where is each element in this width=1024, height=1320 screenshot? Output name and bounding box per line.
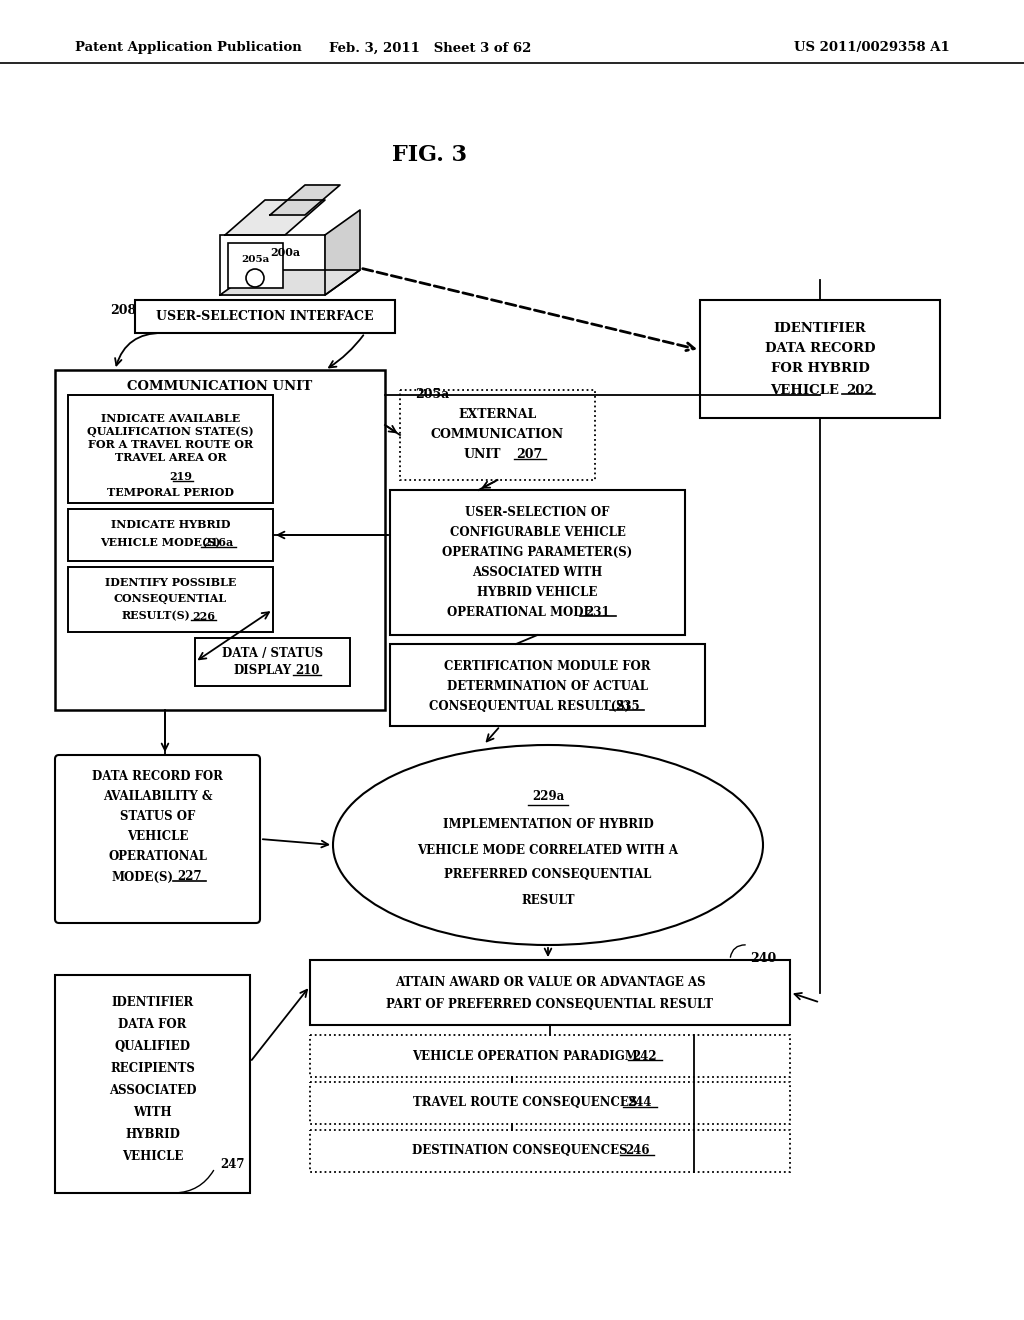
Text: CERTIFICATION MODULE FOR: CERTIFICATION MODULE FOR <box>444 660 650 672</box>
Text: VEHICLE MODE CORRELATED WITH A: VEHICLE MODE CORRELATED WITH A <box>418 843 679 857</box>
Text: 227: 227 <box>177 870 202 883</box>
Text: RESULT(S): RESULT(S) <box>121 610 189 622</box>
Text: VEHICLE: VEHICLE <box>122 1151 183 1163</box>
Text: VEHICLE: VEHICLE <box>771 384 840 396</box>
Text: 246: 246 <box>625 1144 649 1158</box>
Text: 216a: 216a <box>204 537 233 549</box>
Text: Patent Application Publication: Patent Application Publication <box>75 41 302 54</box>
Text: IDENTIFIER: IDENTIFIER <box>774 322 866 334</box>
FancyBboxPatch shape <box>135 300 395 333</box>
Text: DATA RECORD FOR: DATA RECORD FOR <box>92 771 223 784</box>
Text: HYBRID: HYBRID <box>125 1129 180 1142</box>
Text: FIG. 3: FIG. 3 <box>392 144 468 166</box>
FancyBboxPatch shape <box>195 638 350 686</box>
Text: COMMUNICATION UNIT: COMMUNICATION UNIT <box>127 380 312 392</box>
Text: CONSEQUENTIAL: CONSEQUENTIAL <box>114 594 227 605</box>
Text: PREFERRED CONSEQUENTIAL: PREFERRED CONSEQUENTIAL <box>444 869 651 882</box>
Text: VEHICLE MODE(S): VEHICLE MODE(S) <box>100 537 221 549</box>
FancyBboxPatch shape <box>68 510 273 561</box>
FancyBboxPatch shape <box>390 490 685 635</box>
Text: DETERMINATION OF ACTUAL: DETERMINATION OF ACTUAL <box>447 680 648 693</box>
Text: 235: 235 <box>615 700 640 713</box>
Text: 202: 202 <box>846 384 873 396</box>
Text: DATA RECORD: DATA RECORD <box>765 342 876 355</box>
Text: USER-SELECTION INTERFACE: USER-SELECTION INTERFACE <box>157 310 374 323</box>
Ellipse shape <box>333 744 763 945</box>
Text: DATA / STATUS: DATA / STATUS <box>222 648 323 660</box>
FancyBboxPatch shape <box>310 1082 790 1125</box>
FancyBboxPatch shape <box>55 975 250 1193</box>
Text: 205a: 205a <box>415 388 450 401</box>
Text: ASSOCIATED: ASSOCIATED <box>109 1085 197 1097</box>
Text: FOR HYBRID: FOR HYBRID <box>771 362 869 375</box>
Text: IMPLEMENTATION OF HYBRID: IMPLEMENTATION OF HYBRID <box>442 818 653 832</box>
FancyBboxPatch shape <box>220 235 325 294</box>
Text: CONSEQUENTUAL RESULT(S): CONSEQUENTUAL RESULT(S) <box>429 700 630 713</box>
Text: VEHICLE: VEHICLE <box>127 830 188 843</box>
Text: 205a: 205a <box>241 256 269 264</box>
Polygon shape <box>220 271 360 294</box>
Polygon shape <box>270 185 340 215</box>
Text: TEMPORAL PERIOD: TEMPORAL PERIOD <box>106 487 234 498</box>
Text: OPERATIONAL MODE: OPERATIONAL MODE <box>446 606 592 619</box>
Text: DESTINATION CONSEQUENCES: DESTINATION CONSEQUENCES <box>413 1144 628 1158</box>
Text: 219: 219 <box>169 471 193 483</box>
Text: 229a: 229a <box>531 791 564 804</box>
Text: ASSOCIATED WITH: ASSOCIATED WITH <box>472 565 603 578</box>
Text: WITH: WITH <box>133 1106 172 1119</box>
FancyBboxPatch shape <box>68 568 273 632</box>
Text: DISPLAY: DISPLAY <box>233 664 292 677</box>
Text: IDENTIFY POSSIBLE: IDENTIFY POSSIBLE <box>104 578 237 589</box>
Polygon shape <box>225 201 325 235</box>
FancyBboxPatch shape <box>55 370 385 710</box>
Text: 207: 207 <box>516 449 543 462</box>
FancyBboxPatch shape <box>310 1035 790 1077</box>
Text: RESULT: RESULT <box>521 894 574 907</box>
Text: CONFIGURABLE VEHICLE: CONFIGURABLE VEHICLE <box>450 525 626 539</box>
FancyBboxPatch shape <box>55 755 260 923</box>
Text: US 2011/0029358 A1: US 2011/0029358 A1 <box>795 41 950 54</box>
Text: 240: 240 <box>750 952 776 965</box>
Text: 226: 226 <box>193 610 215 622</box>
Text: HYBRID VEHICLE: HYBRID VEHICLE <box>477 586 598 598</box>
Text: IDENTIFIER: IDENTIFIER <box>112 997 194 1010</box>
FancyBboxPatch shape <box>400 389 595 480</box>
Polygon shape <box>325 210 360 294</box>
Text: OPERATING PARAMETER(S): OPERATING PARAMETER(S) <box>442 545 633 558</box>
Text: Feb. 3, 2011   Sheet 3 of 62: Feb. 3, 2011 Sheet 3 of 62 <box>329 41 531 54</box>
Text: 208: 208 <box>110 304 136 317</box>
Text: RECIPIENTS: RECIPIENTS <box>110 1063 195 1076</box>
Text: 210: 210 <box>295 664 319 677</box>
FancyBboxPatch shape <box>310 960 790 1026</box>
Text: DATA FOR: DATA FOR <box>119 1019 186 1031</box>
Text: TRAVEL ROUTE CONSEQUENCES: TRAVEL ROUTE CONSEQUENCES <box>413 1097 637 1110</box>
Text: COMMUNICATION: COMMUNICATION <box>431 429 564 441</box>
Text: EXTERNAL: EXTERNAL <box>459 408 537 421</box>
Circle shape <box>246 269 264 286</box>
Text: 200a: 200a <box>270 247 300 257</box>
Text: 242: 242 <box>633 1049 657 1063</box>
Text: 247: 247 <box>220 1159 245 1172</box>
Text: MODE(S): MODE(S) <box>112 870 173 883</box>
Text: PART OF PREFERRED CONSEQUENTIAL RESULT: PART OF PREFERRED CONSEQUENTIAL RESULT <box>386 998 714 1011</box>
FancyBboxPatch shape <box>228 243 283 288</box>
Text: OPERATIONAL: OPERATIONAL <box>109 850 207 863</box>
Text: ATTAIN AWARD OR VALUE OR ADVANTAGE AS: ATTAIN AWARD OR VALUE OR ADVANTAGE AS <box>394 975 706 989</box>
Text: 244: 244 <box>628 1097 652 1110</box>
Text: INDICATE AVAILABLE
QUALIFICATION STATE(S)
FOR A TRAVEL ROUTE OR
TRAVEL AREA OR: INDICATE AVAILABLE QUALIFICATION STATE(S… <box>87 413 254 463</box>
Text: 231: 231 <box>585 606 610 619</box>
FancyBboxPatch shape <box>68 395 273 503</box>
Text: USER-SELECTION OF: USER-SELECTION OF <box>465 506 609 519</box>
FancyBboxPatch shape <box>310 1130 790 1172</box>
Text: AVAILABILITY &: AVAILABILITY & <box>102 791 212 804</box>
Text: QUALIFIED: QUALIFIED <box>115 1040 190 1053</box>
Text: STATUS OF: STATUS OF <box>120 810 196 824</box>
Text: VEHICLE OPERATION PARADIGM: VEHICLE OPERATION PARADIGM <box>412 1049 638 1063</box>
FancyBboxPatch shape <box>390 644 705 726</box>
Text: INDICATE HYBRID: INDICATE HYBRID <box>111 520 230 531</box>
FancyBboxPatch shape <box>700 300 940 418</box>
Text: UNIT: UNIT <box>464 449 502 462</box>
